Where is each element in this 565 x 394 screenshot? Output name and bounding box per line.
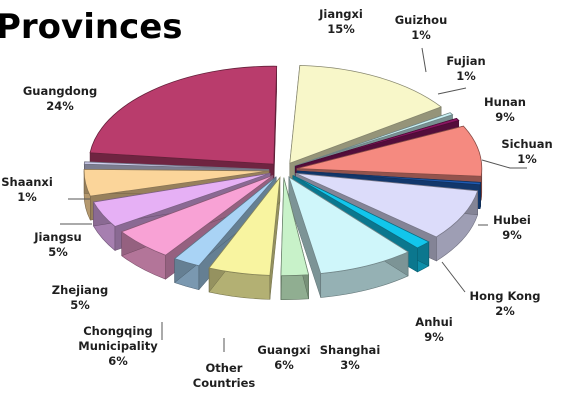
slice-other-countries bbox=[173, 176, 277, 267]
slice-label-guizhou: Guizhou 1% bbox=[395, 13, 448, 42]
slice-label-name: Guangdong bbox=[23, 84, 97, 98]
slice-jiangsu bbox=[83, 168, 270, 197]
slice-label-guangxi: Guangxi 6% bbox=[257, 343, 310, 372]
slice-label-hubei: Hubei 9% bbox=[493, 213, 531, 242]
slice-chongqing-municipality bbox=[120, 175, 274, 256]
leader-sichuan bbox=[481, 159, 527, 169]
slice-label-name: Hunan bbox=[484, 95, 526, 109]
slice-label-value: 5% bbox=[48, 245, 68, 259]
slice-shanghai bbox=[280, 177, 310, 277]
slice-zhejiang bbox=[92, 172, 271, 227]
slice-label-name: Other bbox=[206, 361, 243, 375]
leader-guizhou bbox=[421, 47, 427, 73]
slice-label-value: 1% bbox=[456, 69, 476, 83]
slice-hubei bbox=[295, 172, 479, 238]
slice-label-name: Sichuan bbox=[501, 137, 552, 151]
slice-label-value: 1% bbox=[411, 28, 431, 42]
slice-label-name: Jiangxi bbox=[318, 7, 363, 21]
slice-label-name: Shaanxi bbox=[1, 175, 53, 189]
slice-shaanxi bbox=[83, 161, 270, 170]
slice-label-name: Guangxi bbox=[257, 343, 310, 357]
slice-label-jiangxi: Jiangxi 15% bbox=[318, 7, 363, 36]
slice-label-value: 5% bbox=[70, 298, 90, 312]
slice-label-value: 1% bbox=[517, 152, 537, 166]
slice-label-name: Countries bbox=[193, 376, 256, 390]
slice-label-value: 6% bbox=[274, 358, 294, 372]
slice-label-value: 1% bbox=[17, 190, 37, 204]
slice-label-name: Shanghai bbox=[320, 343, 381, 357]
slice-label-zhejiang: Zhejiang 5% bbox=[52, 283, 108, 312]
slice-label-name: Anhui bbox=[415, 315, 452, 329]
leader-fujian bbox=[437, 87, 467, 95]
slice-label-sichuan: Sichuan 1% bbox=[501, 137, 552, 166]
slice-anhui bbox=[288, 176, 409, 274]
slice-guangxi bbox=[208, 176, 281, 276]
slice-label-value: 2% bbox=[495, 304, 515, 318]
slice-label-value: 6% bbox=[108, 354, 128, 368]
slice-guangdong bbox=[89, 65, 278, 165]
leader-hong-kong bbox=[441, 261, 466, 293]
slice-labels: Jiangxi 15%Guizhou 1%Fujian 1%Hunan 9%Sichua… bbox=[1, 7, 552, 390]
slice-fujian bbox=[295, 117, 460, 167]
slice-label-other-countries: Other Countries bbox=[193, 361, 256, 390]
slice-label-value: 9% bbox=[495, 110, 515, 124]
slice-label-name: Zhejiang bbox=[52, 283, 108, 297]
slice-guizhou bbox=[294, 112, 454, 167]
slice-label-hong-kong: Hong Kong 2% bbox=[470, 289, 541, 318]
slice-jiangxi bbox=[289, 64, 442, 164]
slice-label-fujian: Fujian 1% bbox=[446, 54, 485, 83]
label-leaders bbox=[60, 47, 527, 352]
slice-label-name: Hubei bbox=[493, 213, 531, 227]
slice-label-value: 9% bbox=[424, 330, 444, 344]
slice-label-name: Chongqing bbox=[83, 324, 153, 338]
slice-sichuan bbox=[296, 170, 482, 186]
slice-label-guangdong: Guangdong 24% bbox=[23, 84, 97, 113]
slice-label-name: Jiangsu bbox=[33, 230, 81, 244]
slice-hunan bbox=[296, 125, 483, 177]
slice-hong-kong bbox=[292, 175, 430, 249]
slice-label-shanghai: Shanghai 3% bbox=[320, 343, 381, 372]
slice-label-jiangsu: Jiangsu 5% bbox=[33, 230, 81, 259]
slice-label-value: 3% bbox=[340, 358, 360, 372]
slice-label-name: Municipality bbox=[78, 339, 158, 353]
chart-title: Provinces bbox=[0, 7, 183, 47]
slice-label-chongqing-municipality: Chongqing Municipality 6% bbox=[78, 324, 158, 368]
slice-label-shaanxi: Shaanxi 1% bbox=[1, 175, 53, 204]
pie-tops bbox=[83, 64, 483, 277]
slice-label-anhui: Anhui 9% bbox=[415, 315, 452, 344]
slice-label-hunan: Hunan 9% bbox=[484, 95, 526, 124]
slice-label-value: 24% bbox=[46, 99, 74, 113]
slice-label-name: Fujian bbox=[446, 54, 485, 68]
slice-label-name: Hong Kong bbox=[470, 289, 541, 303]
slice-label-name: Guizhou bbox=[395, 13, 448, 27]
slice-label-value: 9% bbox=[502, 228, 522, 242]
slice-label-value: 15% bbox=[327, 22, 355, 36]
